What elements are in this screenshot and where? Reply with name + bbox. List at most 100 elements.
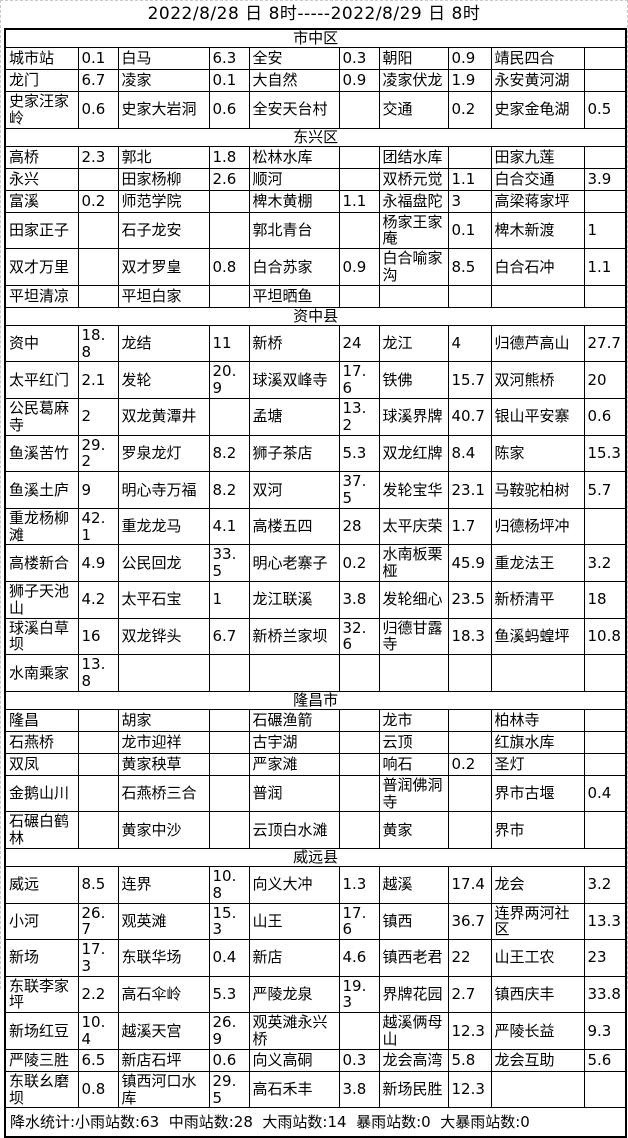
station-name-cell: 严家滩 <box>248 752 340 776</box>
station-name-cell: 城市站 <box>4 47 79 70</box>
station-name-cell: 新桥 <box>248 324 340 363</box>
station-name-cell: 高石禾丰 <box>248 1070 340 1109</box>
station-value-cell: 0.4 <box>208 939 250 977</box>
station-value-cell: 0.8 <box>77 1070 119 1109</box>
station-value-cell: 0.6 <box>583 397 627 436</box>
station-name-cell <box>490 654 585 692</box>
station-name-cell: 田家杨柳 <box>117 167 210 191</box>
station-value-cell: 1.8 <box>208 145 250 169</box>
station-name-cell: 白马 <box>117 47 210 70</box>
station-name-cell: 陈家 <box>490 434 585 473</box>
station-value-cell <box>77 752 119 776</box>
section-header: 市中区 <box>4 28 627 48</box>
station-value-cell <box>338 811 380 849</box>
station-name-cell: 凌家伏龙 <box>378 69 449 92</box>
station-value-cell: 0.9 <box>338 248 380 286</box>
station-name-cell: 重龙杨柳滩 <box>4 507 79 546</box>
station-value-cell: 15.3 <box>583 434 627 473</box>
station-name-cell: 龙江 <box>378 324 449 363</box>
station-name-cell: 白合苏家 <box>248 248 340 286</box>
station-value-cell <box>583 1070 627 1109</box>
station-value-cell <box>583 811 627 849</box>
station-name-cell: 镇西河口水库 <box>117 1070 210 1109</box>
station-value-cell: 29.2 <box>77 434 119 473</box>
station-value-cell <box>77 811 119 849</box>
station-value-cell <box>77 167 119 191</box>
station-value-cell: 3.2 <box>583 865 627 904</box>
section-header: 威远县 <box>4 847 627 867</box>
station-value-cell: 0.2 <box>77 189 119 213</box>
station-name-cell: 富溪 <box>4 189 79 213</box>
station-value-cell: 1.1 <box>447 167 492 191</box>
station-name-cell: 观英滩 <box>117 902 210 941</box>
station-value-cell: 29.5 <box>208 1070 250 1109</box>
station-value-cell <box>338 730 380 754</box>
section-header: 东兴区 <box>4 127 627 147</box>
station-value-cell: 1.3 <box>338 865 380 904</box>
station-name-cell: 越溪俩母山 <box>378 1012 449 1050</box>
station-name-cell: 向义大冲 <box>248 865 340 904</box>
station-name-cell: 郭北青台 <box>248 211 340 250</box>
station-name-cell: 石子龙安 <box>117 211 210 250</box>
station-row: 金鹅山川 石燕桥三合 普润 普润佛洞寺 界市古堰 0.4 <box>4 774 627 813</box>
station-value-cell: 5.6 <box>583 1048 627 1072</box>
station-name-cell: 连界两河社区 <box>490 902 585 941</box>
station-value-cell <box>583 189 627 213</box>
station-name-cell: 响石 <box>378 752 449 776</box>
station-value-cell: 40.7 <box>447 397 492 436</box>
station-value-cell <box>447 654 492 692</box>
station-value-cell <box>338 774 380 813</box>
station-name-cell: 双凤 <box>4 752 79 776</box>
station-name-cell: 靖民四合 <box>490 47 585 70</box>
station-name-cell: 重龙法王 <box>490 544 585 582</box>
station-name-cell: 高梁蒋家坪 <box>490 189 585 213</box>
station-name-cell: 永兴 <box>4 167 79 191</box>
station-name-cell: 白合喻家沟 <box>378 248 449 286</box>
station-name-cell: 师范学院 <box>117 189 210 213</box>
station-name-cell: 重龙龙马 <box>117 507 210 546</box>
station-row: 新场 17.3 东联华场 0.4 新店 4.6 镇西老君 22 山王工农 23 <box>4 939 627 977</box>
station-name-cell: 资中 <box>4 324 79 363</box>
station-value-cell: 17.6 <box>338 902 380 941</box>
station-name-cell: 新场民胜 <box>378 1070 449 1109</box>
station-name-cell: 双河熊桥 <box>490 361 585 399</box>
station-value-cell <box>77 284 119 308</box>
station-value-cell: 2.1 <box>77 361 119 399</box>
station-row: 资中 18.8 龙结 11 新桥 24 龙江 4 归德芦高山 27.7 <box>4 324 627 363</box>
station-value-cell: 33.8 <box>583 975 627 1014</box>
station-value-cell: 2.6 <box>208 167 250 191</box>
station-value-cell: 13.8 <box>77 654 119 692</box>
station-value-cell: 22 <box>447 939 492 977</box>
station-name-cell: 鱼溪蚂蝗坪 <box>490 617 585 656</box>
station-name-cell: 交通 <box>378 91 449 129</box>
station-value-cell: 20 <box>583 361 627 399</box>
station-row: 石碾白鹤林 黄家中沙 云顶白水滩 黄家 界市 <box>4 811 627 849</box>
station-name-cell: 普润佛洞寺 <box>378 774 449 813</box>
station-value-cell: 2.3 <box>77 145 119 169</box>
station-value-cell <box>447 811 492 849</box>
station-value-cell <box>77 708 119 732</box>
station-name-cell: 松林水库 <box>248 145 340 169</box>
station-value-cell: 0.2 <box>447 91 492 129</box>
station-name-cell: 球溪白草坝 <box>4 617 79 656</box>
station-name-cell: 发轮细心 <box>378 580 449 619</box>
station-value-cell: 23.5 <box>447 580 492 619</box>
station-value-cell: 0.9 <box>338 69 380 92</box>
station-value-cell <box>208 284 250 308</box>
station-name-cell: 双龙黄潭井 <box>117 397 210 436</box>
station-value-cell: 23 <box>583 939 627 977</box>
station-name-cell <box>248 654 340 692</box>
station-row: 高楼新合 4.9 公民回龙 33.5 明心老寨子 0.2 水南板栗桠 45.9 重龙法王 3.2 <box>4 544 627 582</box>
station-value-cell: 17.3 <box>77 939 119 977</box>
station-name-cell: 归德杨坪冲 <box>490 507 585 546</box>
station-value-cell: 18.8 <box>77 324 119 363</box>
section-header: 隆昌市 <box>4 690 627 710</box>
station-name-cell: 镇西 <box>378 902 449 941</box>
station-value-cell: 3 <box>447 189 492 213</box>
station-value-cell: 3.8 <box>338 580 380 619</box>
station-name-cell: 金鹅山川 <box>4 774 79 813</box>
station-value-cell: 27.7 <box>583 324 627 363</box>
station-value-cell <box>208 730 250 754</box>
station-value-cell: 6.5 <box>77 1048 119 1072</box>
station-value-cell <box>208 811 250 849</box>
